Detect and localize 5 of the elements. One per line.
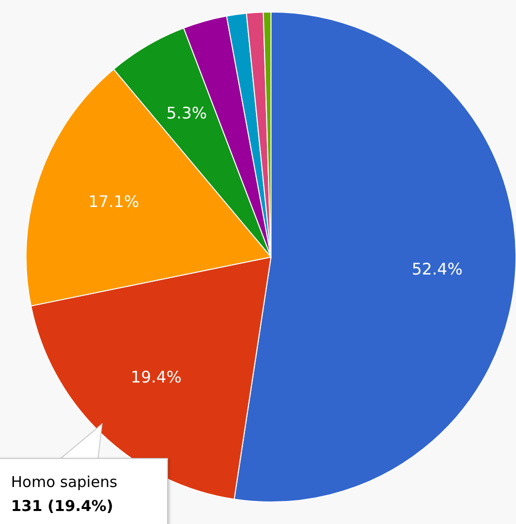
data-label: 52.4% bbox=[412, 260, 463, 279]
data-label: 5.3% bbox=[166, 103, 207, 122]
data-label: 17.1% bbox=[88, 192, 140, 212]
data-label: 19.4% bbox=[130, 368, 182, 387]
slice-label: Homo sapiens bbox=[11, 473, 118, 491]
